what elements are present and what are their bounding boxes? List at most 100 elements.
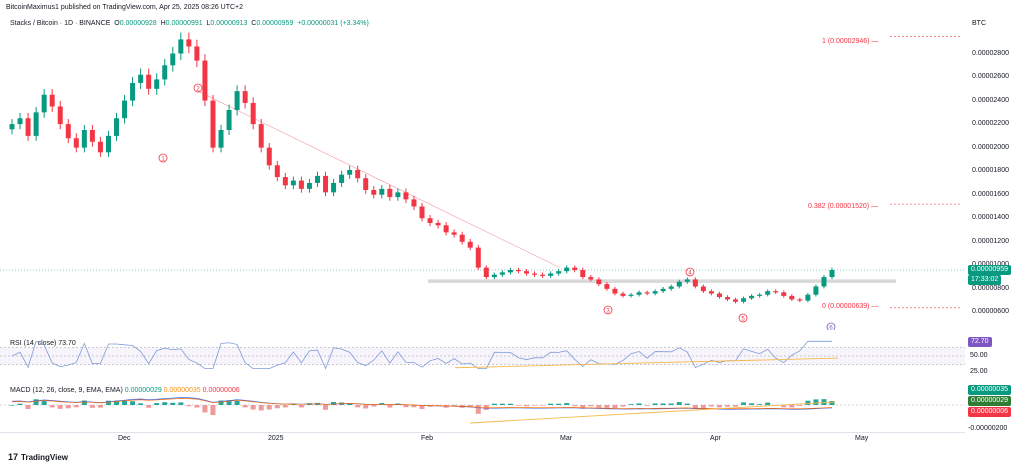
macd-histogram-bar: [73, 405, 79, 408]
candle: [105, 135, 111, 153]
wave-label-circle: [685, 267, 695, 277]
macd-histogram-bar: [524, 405, 530, 407]
macd-histogram-bar: [258, 405, 264, 411]
candle: [741, 298, 747, 302]
candle: [323, 175, 329, 193]
macd-neg-tick: -0.00000200: [968, 425, 1008, 432]
candle: [250, 102, 256, 125]
candle: [138, 74, 144, 83]
candle: [604, 284, 610, 289]
candle: [41, 94, 47, 113]
candle: [829, 270, 835, 278]
candle: [660, 288, 666, 292]
wave-label: 4: [688, 270, 692, 276]
candle: [636, 292, 642, 295]
wave-label: 3: [606, 308, 610, 314]
macd-histogram-bar: [749, 403, 755, 405]
price-tick: 0.00002600: [972, 73, 1009, 81]
candle: [507, 270, 513, 273]
price-tick: 0.00000800: [972, 284, 1009, 292]
macd-histogram-bar: [580, 405, 586, 409]
macd-histogram-bar: [708, 405, 714, 407]
tradingview-logo[interactable]: 17 TradingView: [8, 452, 68, 462]
candle: [451, 232, 457, 235]
candle: [700, 286, 706, 292]
candle: [234, 91, 240, 110]
time-tick: Dec: [118, 435, 131, 442]
macd-histogram-bar: [210, 405, 216, 415]
candle: [363, 178, 369, 190]
macd-histogram-bar: [9, 405, 15, 406]
candle: [81, 130, 87, 148]
rsi-label: RSI (14, close) 73.70: [10, 340, 76, 347]
candle: [242, 91, 248, 103]
time-axis: Dec 2025 Feb Mar Apr May: [0, 432, 965, 447]
price-tick: 0.00002400: [972, 96, 1009, 104]
candle: [548, 273, 554, 276]
macd-histogram-bar: [572, 405, 578, 407]
macd-histogram-bar: [789, 405, 795, 408]
candle: [339, 174, 345, 183]
symbol-legend: Stacks / Bitcoin · 1D · BINANCE O0.00000…: [10, 20, 369, 27]
macd-histogram-bar: [636, 403, 642, 405]
macd-histogram-bar: [532, 405, 538, 406]
candle: [387, 188, 393, 198]
time-tick: Mar: [560, 435, 573, 442]
rsi-pane[interactable]: [0, 335, 965, 377]
macd-histogram-bar: [122, 401, 128, 405]
rsi-band: [0, 347, 965, 365]
macd-histogram-bar: [170, 402, 176, 405]
wave-label-circle: [603, 305, 613, 315]
candle: [186, 39, 192, 47]
candle: [620, 293, 626, 296]
candle: [210, 100, 216, 148]
macd-pane[interactable]: [0, 383, 965, 428]
candle: [435, 222, 441, 226]
macd-histogram-bar: [419, 405, 425, 409]
candle: [443, 225, 449, 233]
macd-histogram-bar: [467, 405, 473, 408]
candle: [427, 218, 433, 223]
price-chart[interactable]: 1 2 3 4 5 6: [0, 30, 965, 330]
macd-histogram-bar: [282, 405, 288, 408]
macd-histogram-bar: [475, 405, 481, 414]
candle: [708, 291, 714, 294]
wave-label-circle: [158, 153, 168, 163]
macd-histogram-bar: [733, 405, 739, 407]
candle: [274, 165, 280, 178]
macd-histogram-bar: [138, 403, 144, 405]
macd-histogram-bar: [178, 402, 184, 405]
candle: [612, 288, 618, 294]
macd-histogram-bar: [355, 405, 361, 408]
candle: [733, 299, 739, 302]
candle: [532, 273, 538, 275]
candle: [676, 281, 682, 287]
candle: [355, 170, 361, 179]
candle: [716, 293, 722, 298]
macd-histogram-bar: [660, 403, 666, 405]
macd-histogram-bar: [604, 405, 610, 408]
macd-histogram-bar: [331, 402, 337, 405]
candle: [491, 274, 497, 278]
price-tick: 0.00002200: [972, 120, 1009, 128]
macd-badge-1: 0.00000035: [968, 385, 1011, 395]
candle: [290, 180, 296, 186]
time-tick: 2025: [268, 435, 284, 442]
rsi-tick-25: 25.00: [970, 368, 988, 375]
macd-histogram-bar: [226, 400, 232, 405]
macd-histogram-bar: [644, 405, 650, 406]
macd-histogram-bar: [588, 405, 594, 407]
candle: [298, 180, 304, 189]
macd-histogram-bar: [821, 399, 827, 405]
candle: [130, 82, 136, 101]
support-zone: [428, 279, 896, 283]
candle: [572, 267, 578, 270]
candle: [459, 234, 465, 242]
candle: [765, 291, 771, 295]
macd-histogram-bar: [540, 405, 546, 406]
price-tick: 0.00002000: [972, 143, 1009, 151]
macd-histogram-bar: [57, 405, 63, 409]
candle: [540, 274, 546, 276]
macd-histogram-bar: [628, 404, 634, 405]
fib-level-0382: 0.382 (0.00001520) —: [808, 203, 879, 210]
